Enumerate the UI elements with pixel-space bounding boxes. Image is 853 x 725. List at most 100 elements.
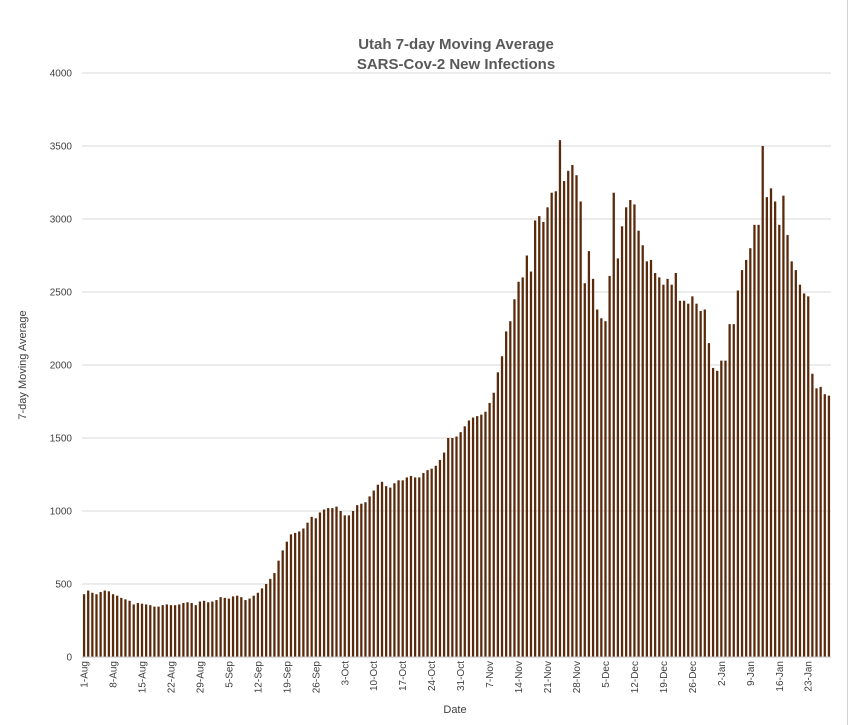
bar (393, 483, 396, 657)
x-tick-label: 19-Sep (282, 661, 293, 694)
bar (327, 508, 330, 657)
bar (116, 595, 119, 657)
bar (583, 283, 586, 657)
y-axis-label: 7-day Moving Average (17, 310, 29, 419)
bar (447, 438, 450, 657)
y-tick-label: 3500 (50, 142, 73, 153)
y-tick-label: 0 (66, 653, 72, 664)
bar (620, 226, 624, 658)
bar (596, 309, 599, 657)
bar (132, 604, 135, 657)
bar (496, 372, 500, 657)
y-tick-label: 1000 (50, 507, 73, 518)
bar (612, 192, 615, 657)
bar (140, 603, 144, 657)
x-tick-label: 19-Dec (659, 661, 670, 693)
y-tick-label: 500 (55, 580, 72, 591)
bar (591, 278, 595, 657)
bar (219, 597, 222, 657)
bar (95, 594, 98, 657)
bar (769, 188, 773, 657)
bar (695, 303, 698, 657)
chart-subtitle: SARS-Cov-2 New Infections (357, 56, 555, 73)
bar (314, 518, 317, 657)
bar (426, 470, 429, 657)
x-tick-label: 14-Nov (514, 661, 525, 693)
bar (368, 496, 371, 657)
bar (364, 502, 367, 657)
bar (807, 296, 810, 657)
bar (811, 373, 814, 657)
bar (273, 573, 276, 657)
bar (186, 602, 189, 657)
bar (629, 200, 632, 657)
bar (207, 602, 210, 657)
bar (215, 600, 218, 657)
bar (438, 459, 442, 657)
bar (298, 531, 301, 657)
bar (571, 164, 574, 658)
bar (380, 481, 384, 657)
bar (211, 601, 214, 657)
bar (533, 220, 537, 657)
bar (430, 468, 433, 657)
chart-title: Utah 7-day Moving Average (358, 36, 554, 53)
bar (616, 258, 620, 657)
bar (302, 528, 305, 657)
bar (202, 600, 206, 657)
bar (513, 299, 516, 657)
x-tick-label: 22-Aug (166, 661, 177, 693)
x-tick-label: 26-Dec (688, 661, 699, 693)
bar (389, 487, 392, 657)
bar (248, 598, 251, 657)
bar (376, 484, 380, 657)
bar (794, 270, 797, 657)
bar (666, 278, 669, 657)
bar (641, 245, 644, 657)
bar (82, 594, 86, 657)
bar (554, 191, 557, 657)
bar (190, 602, 193, 657)
bar (463, 426, 466, 657)
bar (538, 216, 541, 657)
bar (418, 477, 421, 657)
bar (720, 360, 723, 657)
bar (198, 601, 202, 657)
x-tick-label: 3-Oct (340, 661, 351, 686)
bar (500, 356, 504, 657)
x-tick-label: 21-Nov (543, 661, 554, 693)
bar (372, 490, 375, 657)
bar (757, 224, 760, 657)
bar (649, 259, 653, 657)
bar (459, 432, 462, 657)
x-tick-label: 16-Jan (775, 661, 786, 692)
x-axis-ticks: 1-Aug 8-Aug 15-Aug 22-Aug 29-Aug 5-Sep 12-Sep 1… (80, 661, 815, 694)
bar (682, 300, 686, 657)
bar (745, 259, 748, 657)
bar (293, 532, 297, 657)
x-axis-label: Date (443, 704, 466, 716)
bar (562, 181, 566, 658)
bar (244, 600, 247, 657)
x-tick-label: 12-Dec (630, 661, 641, 693)
bar (467, 420, 471, 657)
bar (670, 284, 673, 657)
bar (790, 261, 793, 657)
bar (488, 402, 491, 657)
bar (281, 550, 284, 657)
x-tick-label: 23-Jan (804, 661, 815, 692)
bar (786, 235, 789, 657)
y-tick-label: 1500 (50, 434, 73, 445)
bar (732, 324, 735, 657)
bar (815, 388, 818, 657)
plot-area-border (847, 0, 848, 725)
bar (331, 508, 334, 657)
x-tick-label: 28-Nov (572, 661, 583, 693)
bar (674, 273, 677, 657)
bar (182, 602, 185, 657)
bar (802, 293, 806, 657)
x-tick-label: 15-Aug (138, 661, 149, 693)
bar (699, 310, 702, 657)
bar (335, 506, 338, 657)
bar (252, 595, 255, 657)
